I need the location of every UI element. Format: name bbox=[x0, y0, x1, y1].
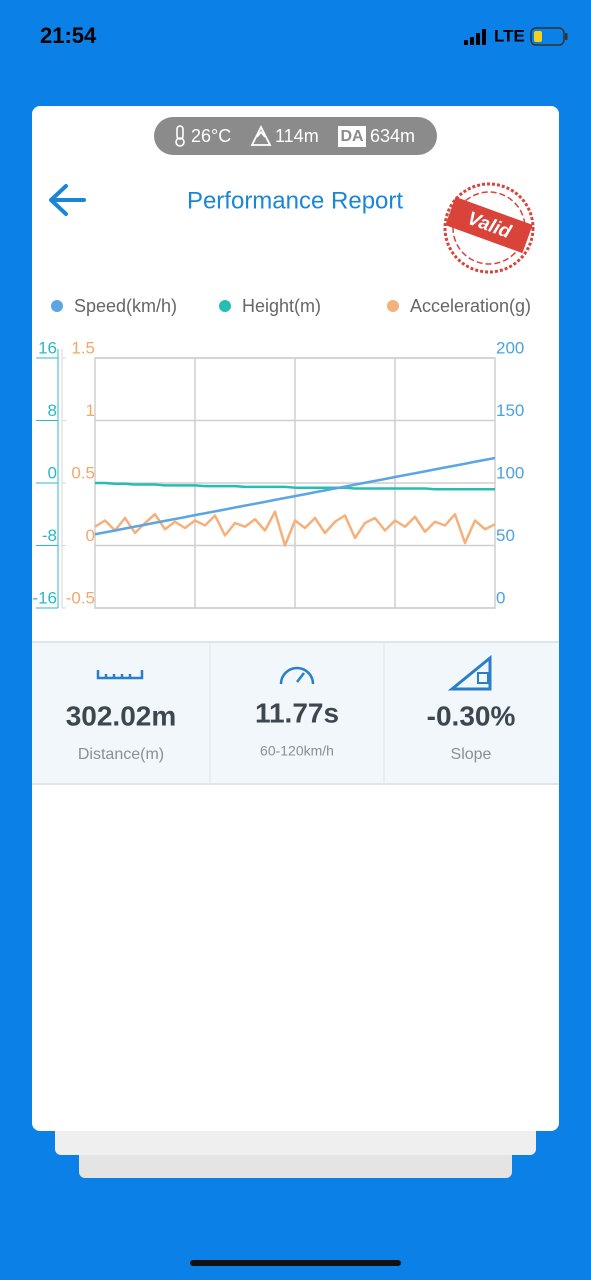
y2-tick-label: 200 bbox=[496, 338, 524, 357]
y-tick-label: 16 bbox=[38, 338, 57, 357]
status-time: 21:54 bbox=[40, 23, 97, 48]
home-indicator bbox=[190, 1260, 401, 1266]
slope-icon bbox=[447, 654, 492, 691]
conditions-pill bbox=[154, 117, 437, 155]
back-button[interactable] bbox=[49, 184, 86, 216]
stats-panel bbox=[32, 643, 559, 783]
status-network: LTE bbox=[494, 26, 525, 45]
y2-tick-label: 100 bbox=[496, 463, 524, 482]
stat-value: 11.77s bbox=[255, 697, 339, 728]
legend-marker bbox=[219, 300, 231, 312]
page-title: Performance Report bbox=[187, 187, 403, 214]
y-tick-label: -16 bbox=[32, 588, 57, 607]
da-badge-text: DA bbox=[340, 128, 364, 145]
speedometer-icon bbox=[279, 666, 315, 685]
legend-marker bbox=[387, 300, 399, 312]
card bbox=[32, 106, 559, 1131]
stat-label: Slope bbox=[451, 746, 492, 763]
y2-tick-label: 50 bbox=[496, 526, 515, 545]
y3-tick-label: 1 bbox=[86, 401, 95, 420]
thermometer-icon bbox=[175, 125, 185, 147]
y-tick-label: -8 bbox=[42, 526, 57, 545]
mountain-icon bbox=[250, 124, 272, 146]
stats: 302.02m Distance(m) 11.77s 60-120km/h -0.30%… bbox=[66, 697, 516, 763]
y3-tick-label: -0.5 bbox=[66, 588, 95, 607]
y3-tick-label: 0.5 bbox=[71, 463, 95, 482]
y3-tick-label: 0 bbox=[86, 526, 95, 545]
series-line bbox=[95, 481, 495, 491]
da-badge bbox=[338, 126, 366, 147]
y-tick-label: 0 bbox=[48, 463, 57, 482]
temperature: 26°C bbox=[191, 126, 231, 146]
y2-tick-label: 150 bbox=[496, 401, 524, 420]
battery-icon bbox=[530, 27, 568, 46]
stat-label: Distance(m) bbox=[78, 746, 164, 763]
distance-icon bbox=[96, 670, 144, 680]
chart: 0 50 100 150 200 -16 -8 0 8 16 -0.5 0 0.5 1 1.5 Speed(k… bbox=[32, 296, 531, 609]
legend-label: Speed(km/h) bbox=[74, 296, 177, 316]
signal-icon bbox=[464, 29, 486, 45]
altitude: 114m bbox=[275, 126, 319, 146]
legend-marker bbox=[51, 300, 63, 312]
stat-value: -0.30% bbox=[427, 700, 516, 731]
series-line bbox=[94, 456, 496, 536]
y-tick-label: 8 bbox=[48, 401, 57, 420]
y3-tick-label: 1.5 bbox=[71, 338, 95, 357]
legend-label: Acceleration(g) bbox=[410, 296, 531, 316]
density-altitude: 634m bbox=[370, 126, 415, 146]
series-line bbox=[94, 510, 496, 547]
legend-label: Height(m) bbox=[242, 296, 321, 316]
stat-value: 302.02m bbox=[66, 700, 177, 731]
y2-tick-label: 0 bbox=[496, 588, 505, 607]
stat-label: 60-120km/h bbox=[260, 743, 334, 759]
